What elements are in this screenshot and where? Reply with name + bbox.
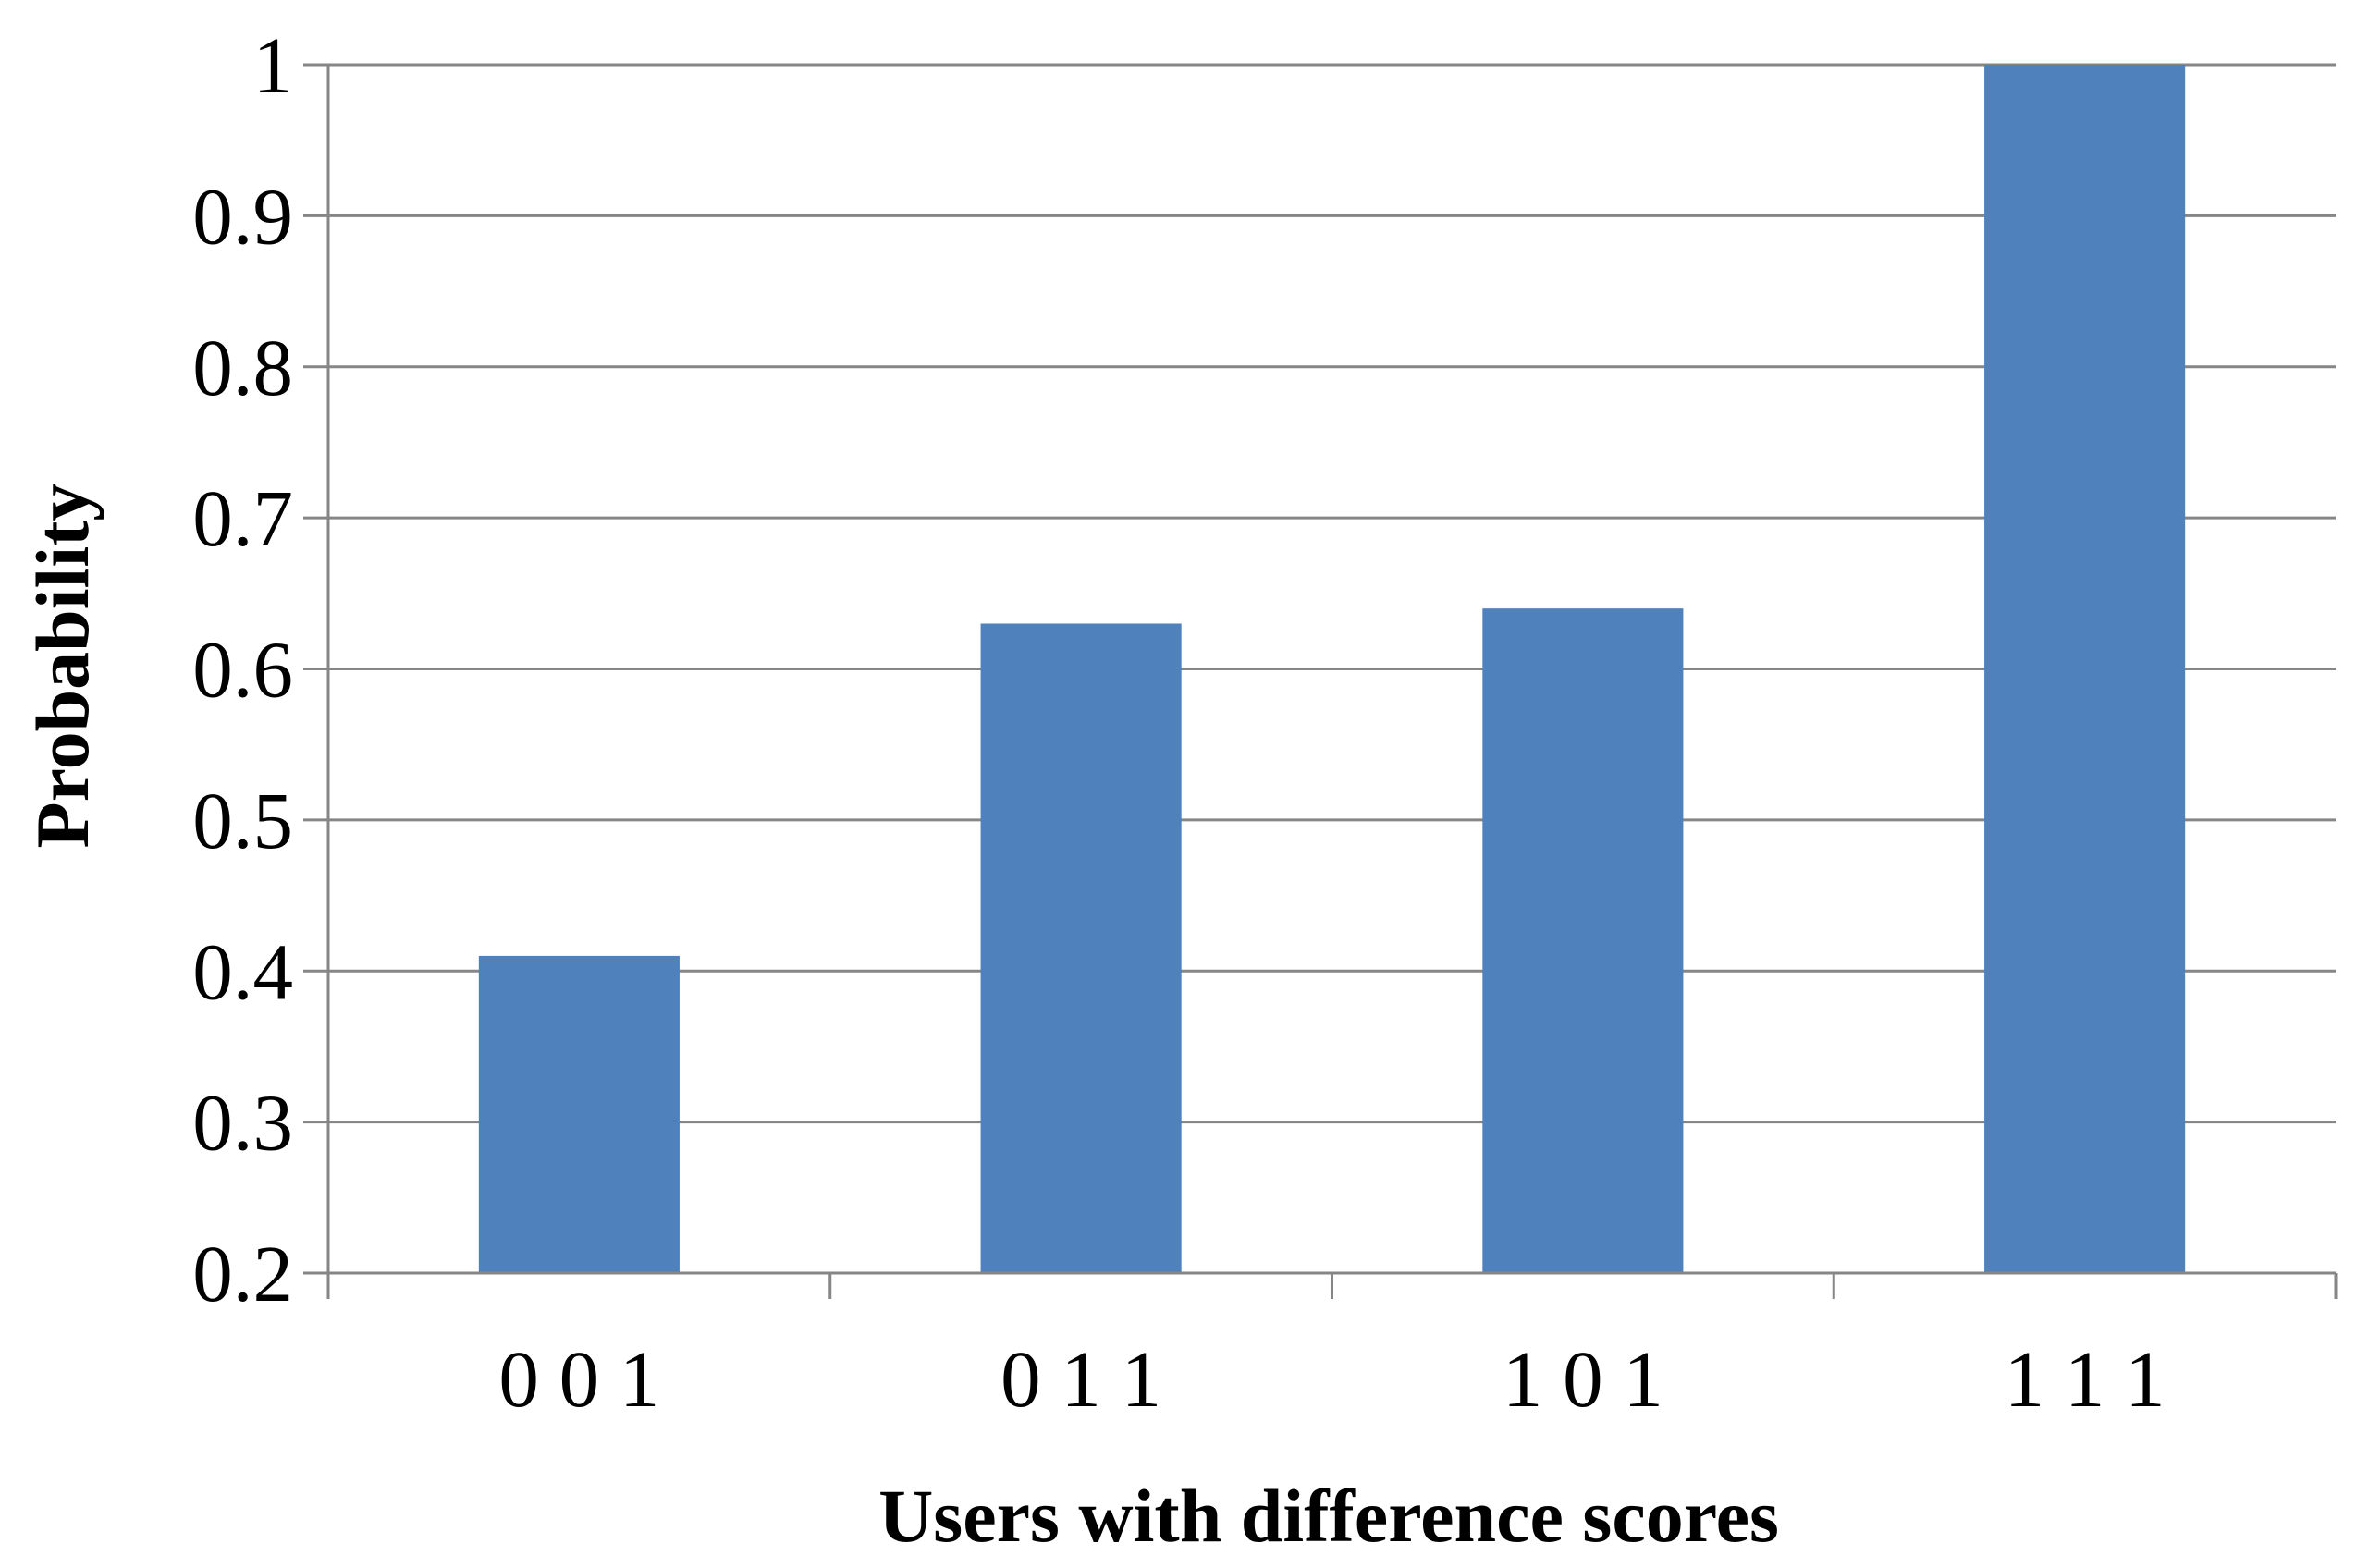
- y-tick-label: 0.8: [192, 323, 293, 412]
- x-tick-labels: 0 0 1 0 1 1 1 0 1 1 1 1: [498, 1334, 2165, 1424]
- y-tick-label: 1: [253, 20, 294, 110]
- x-axis-title: Users with difference scores: [878, 1474, 1779, 1558]
- bar: [1984, 65, 2186, 1273]
- bar: [478, 955, 680, 1273]
- x-tick-label: 1 1 1: [2005, 1334, 2166, 1424]
- bar: [980, 623, 1182, 1273]
- y-tick-labels: 0.2 0.3 0.4 0.5 0.6 0.7 0.8 0.9 1: [192, 20, 293, 1318]
- bar: [1482, 608, 1684, 1273]
- y-tick-label: 0.4: [192, 926, 293, 1016]
- x-tick-label: 1 0 1: [1503, 1334, 1663, 1424]
- y-tick-label: 0.2: [192, 1229, 293, 1318]
- y-tick-label: 0.7: [192, 473, 293, 563]
- y-tick-label: 0.5: [192, 776, 293, 865]
- axes: [303, 63, 2338, 1299]
- y-axis-title: Probability: [20, 484, 104, 849]
- bars: [478, 65, 2186, 1273]
- y-tick-label: 0.6: [192, 625, 293, 715]
- y-tick-label: 0.9: [192, 171, 293, 261]
- x-tick-label: 0 1 1: [1000, 1334, 1161, 1424]
- y-tick-label: 0.3: [192, 1078, 293, 1168]
- x-tick-label: 0 0 1: [498, 1334, 659, 1424]
